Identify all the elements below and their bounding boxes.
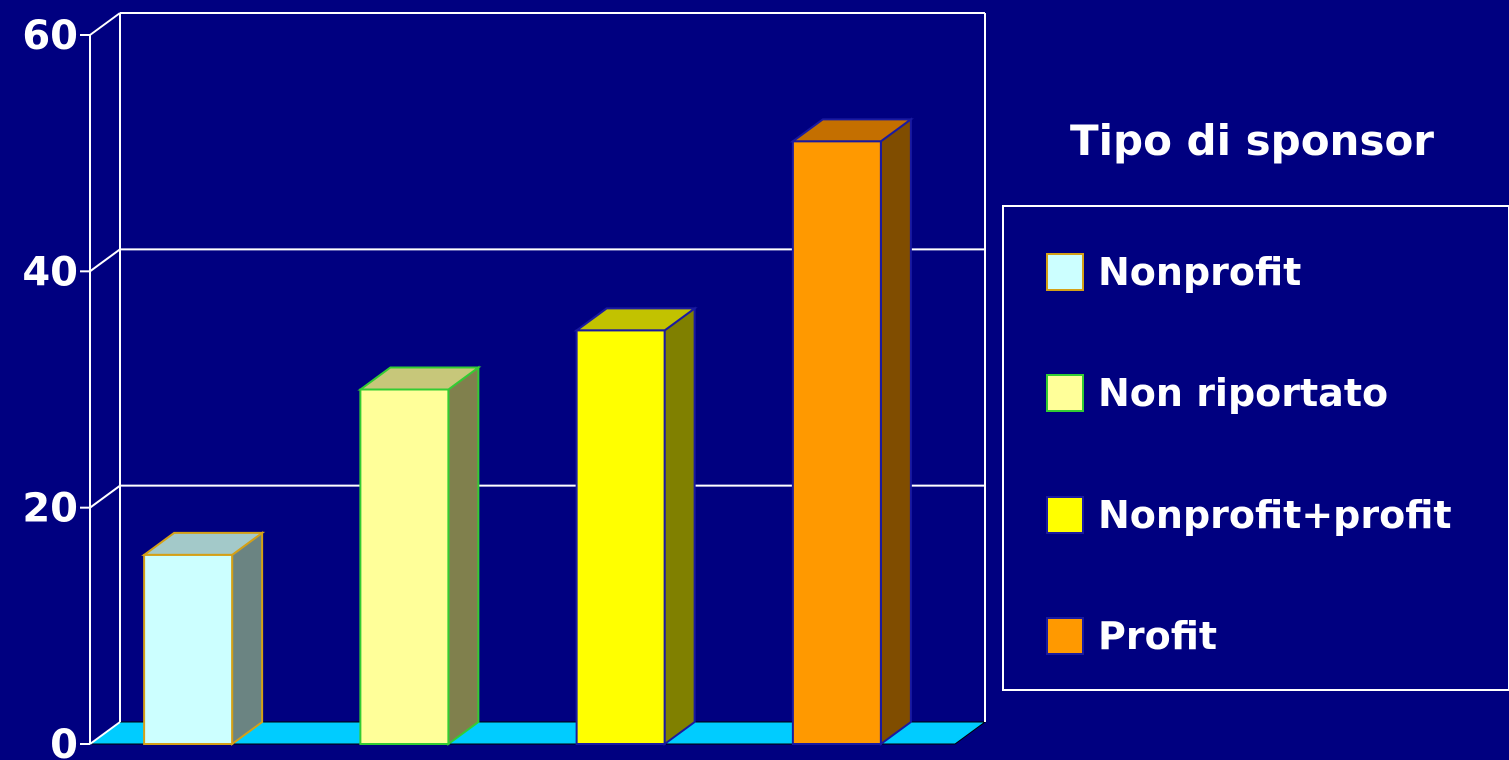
legend-swatch — [1046, 496, 1084, 534]
y-axis-tick-diagonal — [89, 12, 121, 36]
y-tick-label: 60 — [22, 13, 78, 59]
bar-side — [231, 530, 264, 746]
bar-front — [791, 140, 882, 746]
legend-label: Non riportato — [1098, 371, 1388, 415]
legend-box — [1002, 205, 1509, 691]
legend-title: Tipo di sponsor — [1070, 116, 1434, 165]
legend-label: Profit — [1098, 614, 1217, 658]
y-axis-tick-diagonal — [89, 721, 121, 745]
legend-swatch — [1046, 617, 1084, 655]
legend-swatch — [1046, 374, 1084, 412]
bar-side — [447, 365, 480, 746]
legend-swatch — [1046, 253, 1084, 291]
y-axis: 0 20 40 60 — [22, 12, 121, 760]
bar-1 — [141, 530, 266, 746]
bar-front — [575, 329, 666, 745]
bar-front — [359, 388, 450, 745]
legend: Tipo di sponsor Nonprofit Non riportato No… — [1002, 116, 1509, 691]
bars — [141, 117, 914, 746]
y-axis-tick-diagonal — [89, 248, 121, 273]
legend-label: Nonprofit+profit — [1098, 493, 1452, 537]
bar-side — [663, 306, 696, 746]
bar-front — [143, 553, 234, 746]
legend-label: Nonprofit — [1098, 250, 1301, 294]
bar-2 — [357, 365, 482, 746]
bar-side — [879, 117, 912, 746]
y-tick-label: 40 — [22, 249, 78, 295]
bar-4 — [789, 117, 914, 746]
bar-3 — [573, 306, 698, 746]
y-tick-label: 0 — [50, 722, 78, 760]
y-axis-tick-diagonal — [89, 484, 121, 509]
y-tick-label: 20 — [22, 486, 78, 532]
